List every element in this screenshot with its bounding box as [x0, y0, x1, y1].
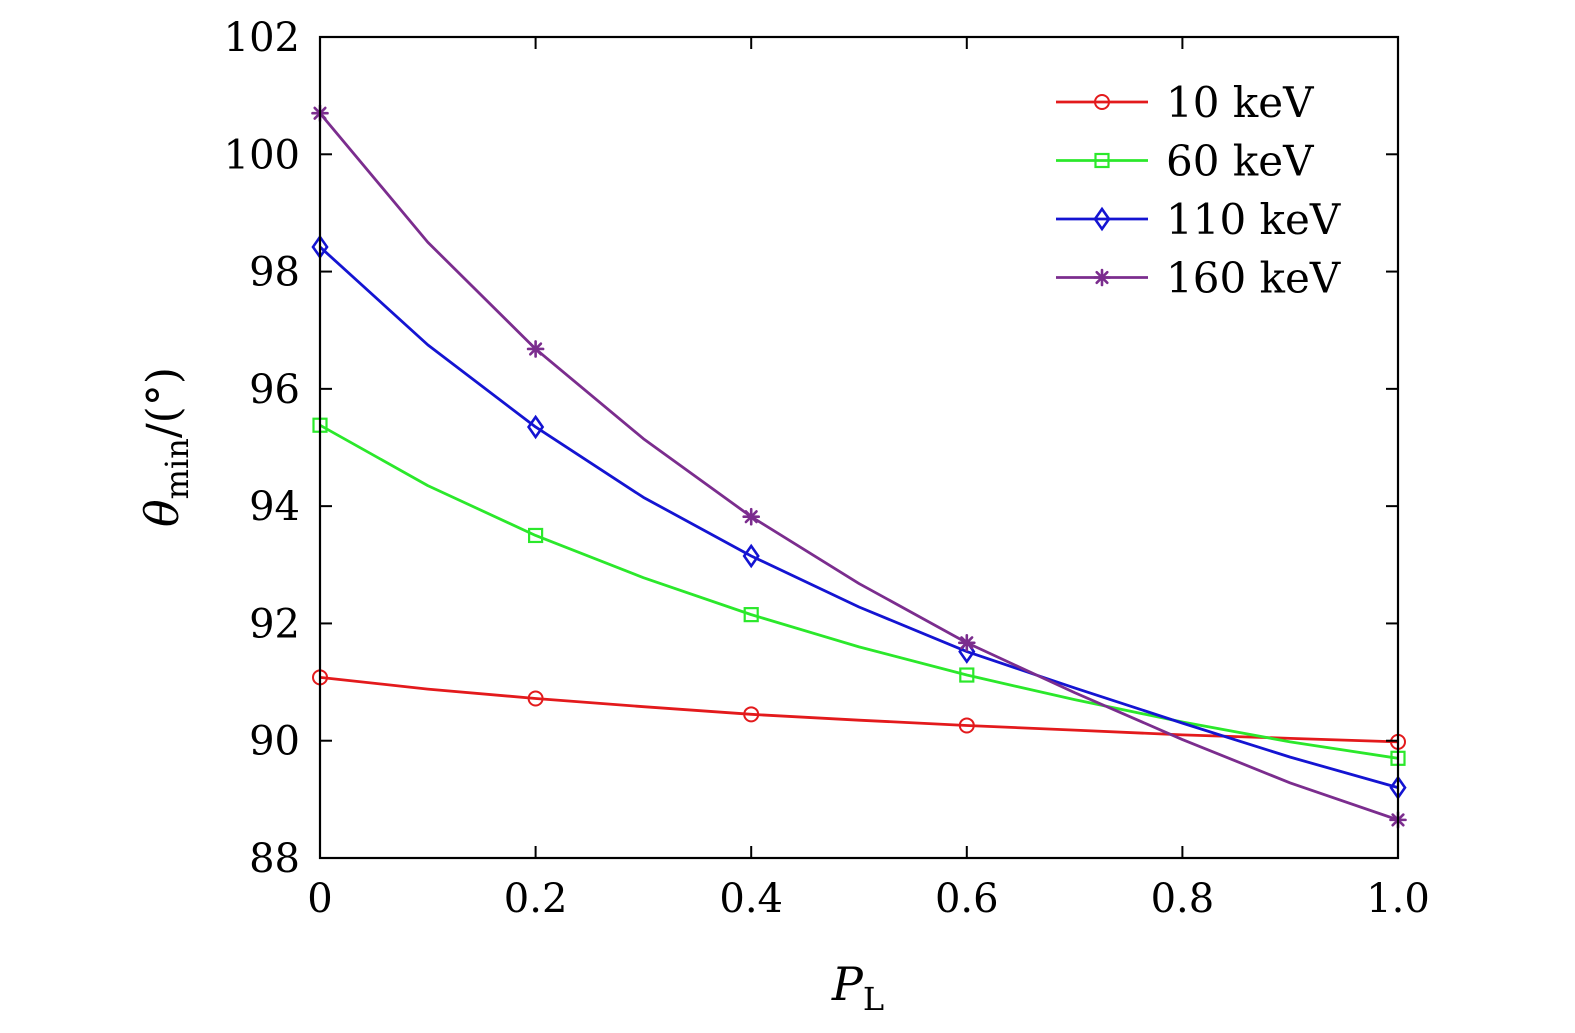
x-axis-label-sub: L — [863, 980, 884, 1018]
series-line — [319, 675, 1399, 744]
y-axis-label-sub: min — [158, 438, 196, 499]
plot-frame — [318, 35, 1400, 860]
data-point — [743, 607, 759, 623]
y-tick-label: 88 — [249, 836, 300, 882]
x-tick-label: 0.4 — [719, 876, 783, 922]
y-tick-label: 94 — [249, 484, 300, 530]
legend-item: 60 keV — [1056, 137, 1314, 186]
legend-label: 60 keV — [1166, 137, 1314, 186]
data-point — [959, 667, 975, 683]
y-axis: 88 90 92 94 96 98 100 102 — [224, 15, 1398, 882]
y-tick-label: 92 — [249, 601, 300, 647]
x-axis: 0 0.2 0.4 0.6 0.8 1.0 — [307, 37, 1430, 922]
legend-marker — [1094, 152, 1110, 169]
y-tick-label: 90 — [249, 719, 300, 765]
legend-label: 160 keV — [1166, 254, 1341, 303]
legend-item: 110 keV — [1056, 195, 1341, 244]
y-axis-label-main: θ — [135, 499, 189, 527]
legend-label: 110 keV — [1166, 195, 1341, 244]
series-line — [319, 423, 1399, 760]
data-point — [743, 706, 760, 723]
x-axis-label: PL — [831, 957, 884, 1018]
x-tick-label: 0.6 — [935, 876, 999, 922]
series-line — [319, 245, 1399, 789]
legend-marker — [1094, 94, 1110, 110]
y-axis-label: θmin/(°) — [135, 367, 196, 527]
x-tick-label: 0.2 — [504, 876, 568, 922]
legend-marker — [1093, 206, 1111, 232]
data-point — [527, 690, 544, 707]
y-tick-label: 102 — [224, 15, 300, 61]
data-point — [742, 543, 760, 569]
legend-item: 160 keV — [1056, 254, 1341, 303]
series-line — [318, 112, 1399, 822]
series-60-kev — [312, 417, 1406, 766]
y-tick-label: 98 — [249, 250, 300, 296]
y-axis-label-suffix: /(°) — [138, 367, 189, 438]
y-tick-label: 100 — [224, 132, 300, 178]
y-tick-label: 96 — [249, 367, 300, 413]
data-point — [742, 507, 761, 526]
data-point — [957, 633, 976, 652]
data-point — [958, 717, 975, 734]
legend-item: 10 keV — [1056, 78, 1314, 127]
legend: 10 keV 60 keV 110 keV 160 keV — [1056, 78, 1341, 303]
data-point — [526, 340, 545, 358]
x-axis-label-main: P — [831, 957, 864, 1011]
x-tick-label: 1.0 — [1366, 876, 1430, 922]
data-point — [527, 527, 544, 544]
legend-label: 10 keV — [1166, 78, 1314, 127]
x-tick-label: 0.8 — [1151, 876, 1215, 922]
series-110-kev — [311, 234, 1407, 800]
data-point — [527, 414, 545, 440]
x-tick-label: 0 — [307, 876, 332, 922]
legend-marker — [1093, 268, 1111, 287]
series-10-kev — [312, 669, 1406, 750]
